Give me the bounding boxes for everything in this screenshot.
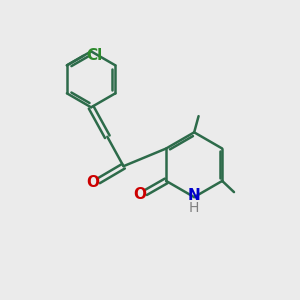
Text: O: O xyxy=(134,187,147,202)
Text: N: N xyxy=(188,188,200,203)
Text: H: H xyxy=(189,201,200,215)
Text: O: O xyxy=(87,175,100,190)
Text: Cl: Cl xyxy=(86,48,102,63)
